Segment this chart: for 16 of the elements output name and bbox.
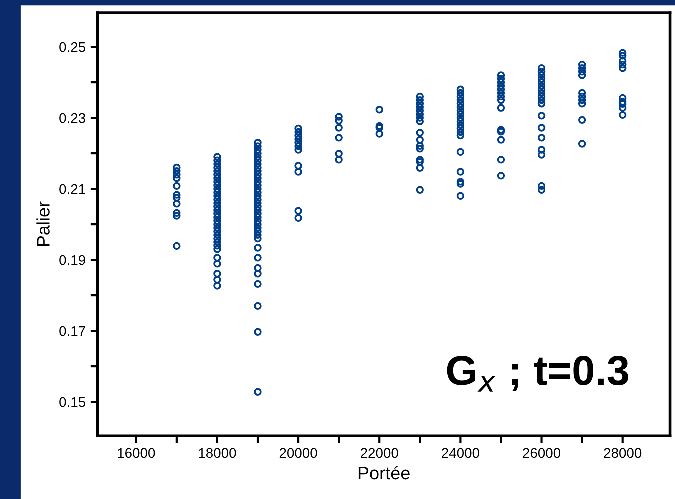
annotation: G$_{x}$ ; t=0.3 [447, 356, 628, 392]
x-tick-label: 26000 [523, 448, 561, 458]
y-axis-title: Palier [36, 202, 50, 246]
x-axis-title: Portée [358, 466, 410, 480]
x-tick-label: 22000 [361, 448, 398, 458]
x-tick-label: 24000 [442, 448, 480, 458]
x-tick-label: 28000 [604, 448, 642, 458]
y-tick-label: 0.17 [60, 326, 86, 336]
x-tick-label: 20000 [280, 448, 318, 458]
x-tick-label: 18000 [199, 448, 236, 458]
y-tick-label: 0.23 [60, 113, 86, 124]
y-tick-label: 0.19 [60, 255, 86, 266]
y-tick-label: 0.21 [60, 184, 86, 194]
x-tick-label: 16000 [118, 448, 156, 458]
y-tick-label: 0.15 [60, 397, 86, 408]
y-tick-label: 0.25 [60, 42, 86, 52]
